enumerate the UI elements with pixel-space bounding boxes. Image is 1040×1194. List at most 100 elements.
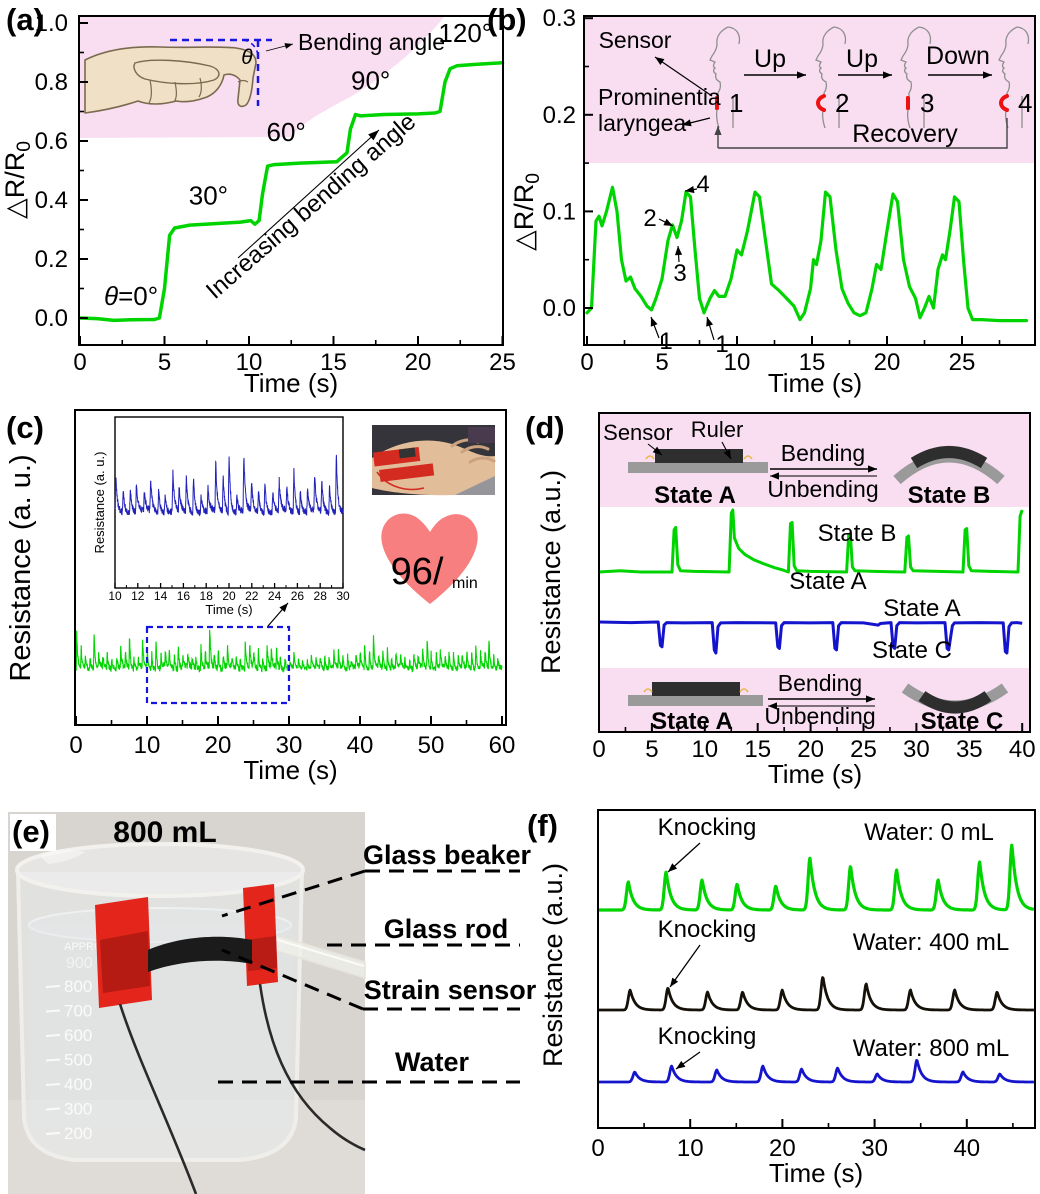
y-axis-label: Resistance (a.u.) [536, 470, 566, 674]
panel-label-b: (b) [487, 2, 527, 37]
beaker-graduation-700: 700 [64, 1002, 92, 1021]
beaker-graduation-200: 200 [64, 1124, 92, 1143]
svg-text:20: 20 [222, 589, 236, 603]
svg-text:20: 20 [769, 1135, 796, 1162]
svg-text:0.0: 0.0 [543, 295, 576, 322]
unbending-label-top: Unbending [767, 476, 878, 502]
x-axis-label: Time (s) [243, 755, 337, 785]
svg-text:5: 5 [645, 736, 658, 763]
throat-profile-sensor-bent-2: 2 [815, 26, 849, 129]
state-a-label-top: State A [654, 482, 736, 509]
svg-text:12: 12 [131, 589, 145, 603]
panel-d: Sensor Ruler Bending Unbending State A State … [536, 412, 1036, 789]
bending-label-bottom: Bending [778, 670, 862, 696]
recovery-label: Recovery [852, 120, 958, 148]
svg-text:0.2: 0.2 [543, 102, 576, 129]
panel-label-c: (c) [6, 410, 44, 445]
svg-text:50: 50 [418, 732, 445, 759]
svg-text:15: 15 [799, 349, 826, 376]
x-axis-label: Time (s) [769, 1158, 863, 1188]
svg-text:0: 0 [591, 1135, 604, 1162]
svg-text:0.3: 0.3 [543, 5, 576, 32]
svg-text:0: 0 [580, 349, 593, 376]
heart-rate-badge: 96/min [381, 513, 478, 604]
panel-f: Knocking Knocking Knocking Water: 0 mL Water… [538, 809, 1036, 1188]
svg-text:30: 30 [861, 1135, 888, 1162]
knocking-annotation-1: Knocking [658, 814, 757, 841]
svg-text:0.4: 0.4 [35, 187, 68, 214]
hand-sketch-image [84, 46, 257, 114]
trace-label-state-c: State C [872, 637, 952, 664]
x-axis-label: Time (s) [768, 759, 862, 789]
knocking-annotation-3: Knocking [658, 1023, 757, 1050]
svg-text:25: 25 [949, 349, 976, 376]
inset-x-axis-label: Time (s) [205, 602, 252, 617]
svg-text:5: 5 [655, 349, 668, 376]
ruler-label-top: Ruler [691, 417, 744, 442]
x-axis-label: Time (s) [768, 368, 862, 398]
svg-text:10: 10 [108, 589, 122, 603]
svg-text:5: 5 [158, 349, 171, 376]
svg-text:30: 30 [903, 736, 930, 763]
throat-profile-sensor-bent-4: 4 [998, 26, 1032, 129]
throat-sensor-flat-3 [906, 96, 910, 110]
svg-text:0.2: 0.2 [35, 246, 68, 273]
sensor-label-top: Sensor [603, 420, 673, 445]
svg-text:22: 22 [245, 589, 259, 603]
pulse-inset-chart: 10 12 14 16 18 20 22 24 26 28 30 Time (s) Resistance… [92, 416, 350, 617]
up-label-1: Up [754, 45, 786, 73]
svg-text:20: 20 [205, 732, 232, 759]
svg-text:30: 30 [276, 732, 303, 759]
trace-mark-2: 2 [643, 205, 656, 232]
panel-label-f: (f) [527, 808, 558, 843]
increasing-bending-angle-annotation: Increasing bending angle [201, 108, 421, 304]
svg-text:28: 28 [314, 589, 328, 603]
beaker-graduation-300: 300 [64, 1100, 92, 1119]
beaker-graduation-800: 800 [64, 977, 92, 996]
callout-label-strain-sensor: Strain sensor [364, 975, 537, 1005]
svg-text:10: 10 [677, 1135, 704, 1162]
trace-label-state-a-green: State A [789, 568, 866, 595]
beaker-grad-900: 900 [66, 955, 93, 972]
state-number-4: 4 [1018, 88, 1032, 118]
svg-text:15: 15 [320, 349, 347, 376]
beaker-graduation-600: 600 [64, 1026, 92, 1045]
series-label-water-400: Water: 400 mL [853, 929, 1010, 956]
state-number-2: 2 [835, 88, 849, 118]
callout-labels: Glass beaker Glass rod Strain sensor Water [218, 840, 537, 1084]
svg-text:0: 0 [592, 736, 605, 763]
svg-text:60: 60 [489, 732, 516, 759]
svg-text:15: 15 [744, 736, 771, 763]
svg-text:18: 18 [200, 589, 214, 603]
svg-text:20: 20 [797, 736, 824, 763]
volume-label: 800 mL [113, 816, 216, 849]
svg-text:35: 35 [956, 736, 983, 763]
svg-text:10: 10 [134, 732, 161, 759]
svg-text:26: 26 [291, 589, 305, 603]
angle-step-label-0: 30° [189, 180, 228, 210]
state-a-label-bottom: State A [651, 708, 733, 735]
series-label-water-0: Water: 0 mL [864, 819, 994, 846]
heart-rate-unit: min [452, 575, 478, 592]
callout-label-glass-rod: Glass rod [384, 914, 509, 944]
beaker-graduation-400: 400 [64, 1075, 92, 1094]
y-axis-label: △R/R0 [0, 141, 35, 219]
svg-text:0.0: 0.0 [35, 305, 68, 332]
trace-mark-1a: 1 [659, 328, 672, 355]
bending-angle-annotation: Bending angle [298, 29, 445, 55]
svg-text:25: 25 [489, 349, 516, 376]
sensor-annotation: Sensor [599, 27, 672, 53]
trace-label-state-a-blue: State A [883, 595, 960, 622]
heart-icon [381, 513, 478, 604]
knocking-annotation-2: Knocking [658, 916, 757, 943]
state-b-label-top: State B [908, 482, 991, 509]
svg-text:0: 0 [73, 349, 86, 376]
svg-text:30: 30 [336, 589, 350, 603]
